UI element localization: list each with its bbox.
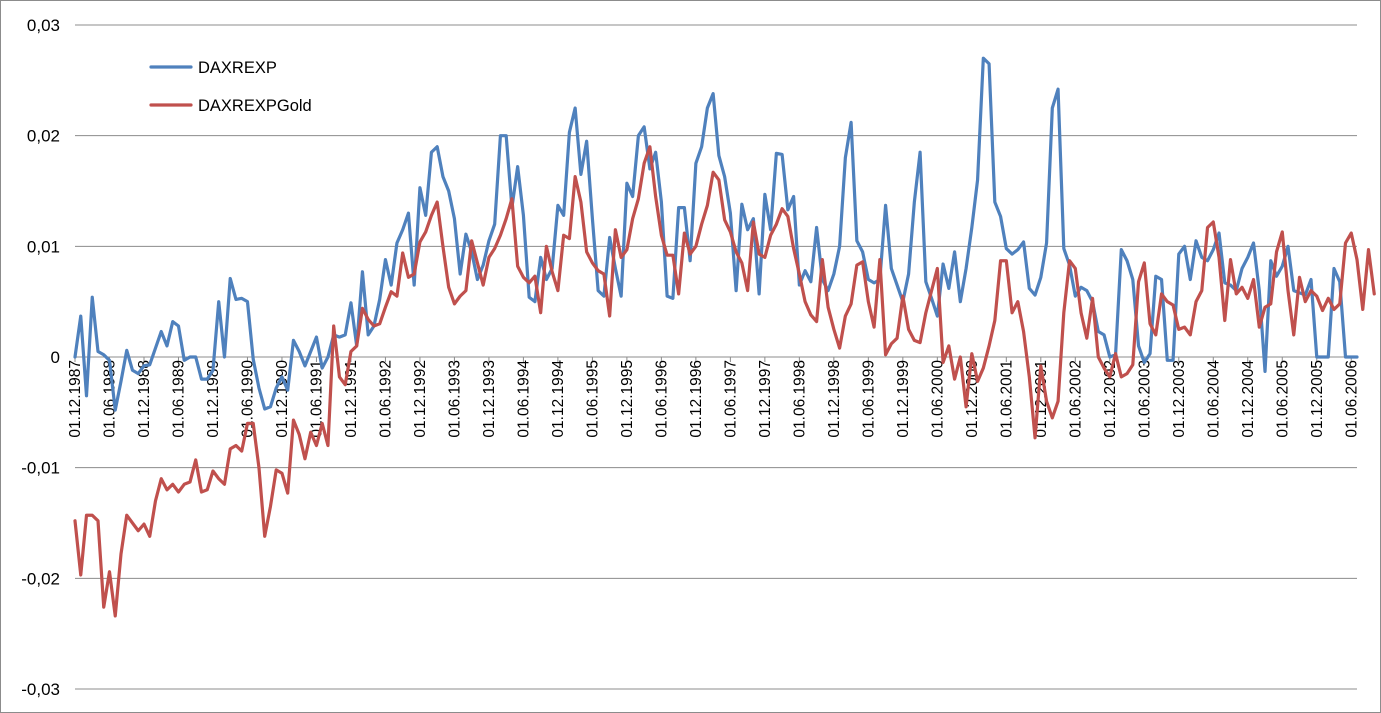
y-tick-label: -0,02 [21,569,60,588]
y-tick-label: 0 [51,348,60,367]
series-line-daxrexp [73,56,1359,412]
x-tick-label: 01.06.2003 [1136,360,1153,438]
x-axis-ticks: 01.12.1987 01.06.1988 01.12.1988 01.06.1989… [67,357,1360,438]
legend-label: DAXREXP [198,59,277,77]
x-tick-label: 01.12.1999 [895,360,912,438]
x-tick-label: 01.06.1991 [308,360,325,438]
x-tick-label: 01.12.1995 [619,360,636,438]
x-tick-label: 01.12.2002 [1102,360,1119,438]
x-tick-label: 01.06.1993 [446,360,463,438]
x-tick-label: 01.12.2003 [1171,360,1188,438]
x-tick-label: 01.06.1989 [170,360,187,438]
y-axis-ticks: 0,03 0,02 0,01 0 -0,01 -0,02 -0,03 [21,16,60,699]
series-lines [73,56,1376,618]
y-tick-label: -0,01 [21,459,60,478]
legend: DAXREXP DAXREXPGold [149,59,312,115]
x-tick-label: 01.06.1990 [239,360,256,438]
y-tick-label: 0,03 [27,16,60,35]
x-tick-label: 01.12.1988 [136,360,153,438]
x-tick-label: 01.12.1994 [550,360,567,438]
x-tick-label: 01.12.1989 [205,360,222,438]
series-line-daxrexpgold [73,145,1376,618]
x-tick-label: 01.12.1992 [412,360,429,438]
x-tick-label: 01.06.1996 [653,360,670,438]
x-tick-label: 01.06.2002 [1067,360,1084,438]
y-tick-label: 0,02 [27,127,60,146]
x-tick-label: 01.12.1990 [274,360,291,438]
x-tick-label: 01.06.2004 [1205,360,1222,438]
x-tick-label: 01.06.1995 [584,360,601,438]
x-tick-label: 01.06.2006 [1343,360,1360,438]
x-tick-label: 01.12.1993 [481,360,498,438]
x-tick-label: 01.12.1998 [826,360,843,438]
x-tick-label: 01.06.1997 [722,360,739,438]
y-tick-label: 0,01 [27,237,60,256]
x-tick-label: 01.06.1994 [515,360,532,438]
x-tick-label: 01.12.2004 [1240,360,1257,438]
x-tick-label: 01.06.1999 [860,360,877,438]
x-tick-label: 01.06.2001 [998,360,1015,438]
x-tick-label: 01.06.1998 [791,360,808,438]
x-tick-label: 01.12.1987 [67,360,84,438]
y-tick-label: -0,03 [21,680,60,699]
x-tick-label: 01.12.1997 [757,360,774,438]
x-tick-label: 01.12.1991 [343,360,360,438]
legend-label: DAXREXPGold [198,97,312,115]
x-tick-label: 01.12.2005 [1309,360,1326,438]
x-tick-label: 01.06.1988 [101,360,118,438]
x-tick-label: 01.06.1992 [377,360,394,438]
x-tick-label: 01.06.2000 [929,360,946,438]
x-tick-label: 01.12.1996 [688,360,705,438]
x-tick-label: 01.06.2005 [1274,360,1291,438]
